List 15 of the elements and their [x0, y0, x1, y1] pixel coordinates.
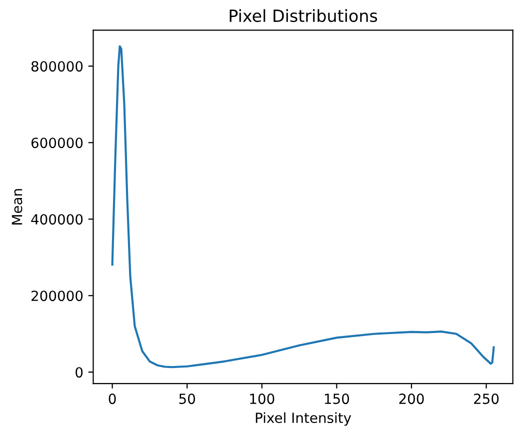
y-tick-label: 0	[76, 367, 83, 378]
y-tick-label: 400000	[31, 214, 83, 225]
x-axis-title: Pixel Intensity	[256, 412, 352, 426]
x-tick-label: 50	[179, 394, 196, 404]
x-tick-label: 250	[474, 394, 499, 404]
x-tick-label: 100	[250, 394, 274, 404]
chart-title: Pixel Distributions	[230, 9, 378, 22]
x-tick-label: 0	[108, 394, 116, 404]
line-series	[111, 45, 495, 368]
x-tick-label: 200	[399, 394, 424, 404]
x-tick-label: 150	[324, 394, 350, 404]
y-axis-title: Mean	[12, 189, 22, 224]
y-tick-label: 600000	[31, 138, 83, 148]
y-tick-label: 200000	[32, 290, 83, 302]
y-tick-label: 800000	[31, 61, 83, 72]
